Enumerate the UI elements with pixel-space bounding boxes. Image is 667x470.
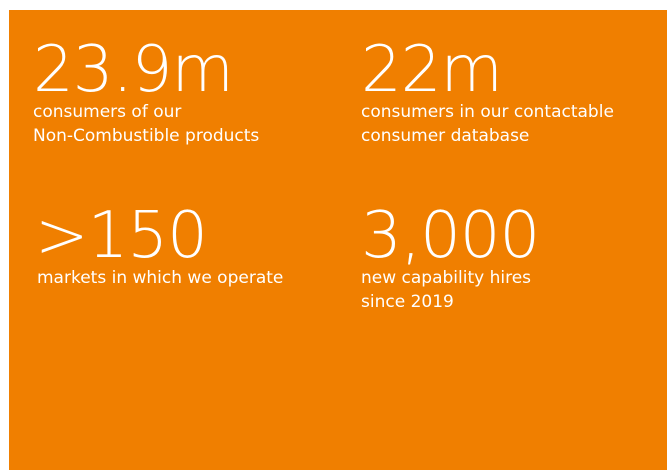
stat-description: markets in which we operate bbox=[37, 268, 284, 288]
stat-description: since 2019 bbox=[361, 292, 454, 312]
stat-description: new capability hires bbox=[361, 268, 532, 288]
stat-value: 23.9m bbox=[33, 33, 234, 107]
stat-block: 3,000 new capability hires since 2019 bbox=[361, 199, 540, 314]
stat-description: Non-Combustible products bbox=[33, 126, 260, 146]
stat-block: 23.9m consumers of our Non-Combustible pro… bbox=[33, 33, 260, 148]
stat-block: 22m consumers in our contactable consumer … bbox=[361, 33, 614, 148]
stat-description: consumers of our bbox=[33, 102, 182, 122]
stat-value: >150 bbox=[35, 199, 208, 273]
stat-description: consumer database bbox=[361, 126, 530, 146]
stats-panel: 23.9m consumers of our Non-Combustible pro… bbox=[9, 10, 667, 470]
stat-value: 22m bbox=[361, 33, 503, 107]
stat-value: 3,000 bbox=[361, 199, 540, 273]
stat-block: >150 markets in which we operate bbox=[35, 199, 284, 290]
stat-description: consumers in our contactable bbox=[361, 102, 614, 122]
